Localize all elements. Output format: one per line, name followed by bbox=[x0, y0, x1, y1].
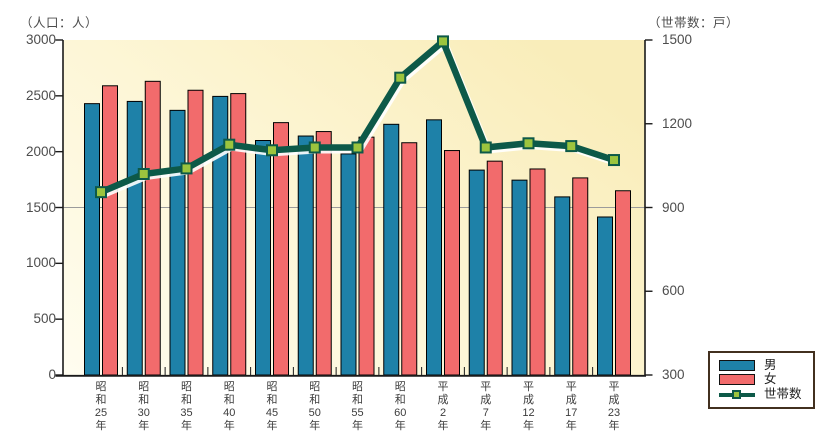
legend-line-marker-icon bbox=[732, 390, 741, 400]
households-marker bbox=[223, 138, 236, 151]
right-axis-title: （世帯数：戸） bbox=[648, 16, 740, 30]
y-left-tick-label: 1000 bbox=[25, 255, 56, 271]
x-label: 昭和 35 年 bbox=[180, 381, 193, 432]
bar-female bbox=[444, 150, 460, 376]
households-marker bbox=[522, 137, 535, 150]
x-label: 昭和 60 年 bbox=[394, 381, 407, 432]
households-marker bbox=[180, 162, 193, 175]
bar-male bbox=[255, 140, 271, 376]
households-marker bbox=[137, 168, 150, 180]
bar-female bbox=[358, 136, 375, 376]
bar-male bbox=[383, 123, 400, 376]
y-left-tick-label: 0 bbox=[48, 367, 56, 382]
households-marker bbox=[308, 141, 321, 154]
households-marker bbox=[95, 186, 107, 199]
bar-female bbox=[230, 93, 247, 376]
y-left-tick-label: 2500 bbox=[25, 87, 56, 103]
x-label: 昭和 40 年 bbox=[223, 381, 236, 432]
legend-male-label: 男 bbox=[764, 357, 777, 372]
x-label: 昭和 25 年 bbox=[94, 381, 108, 432]
legend-row-female: 女 bbox=[719, 373, 804, 386]
y-right-tick-label: 300 bbox=[662, 367, 685, 382]
bar-female bbox=[486, 160, 503, 376]
households-marker bbox=[608, 154, 620, 167]
bar-male bbox=[426, 119, 442, 376]
legend-female-label: 女 bbox=[764, 372, 777, 387]
bar-female bbox=[273, 122, 289, 376]
households-marker bbox=[565, 140, 578, 153]
households-marker bbox=[394, 71, 407, 84]
bar-male bbox=[212, 95, 229, 376]
bar-male bbox=[169, 109, 186, 376]
y-left-tick-label: 2000 bbox=[25, 143, 56, 159]
legend-row-male: 男 bbox=[719, 357, 804, 372]
bar-male bbox=[340, 153, 357, 376]
bar-male bbox=[511, 179, 528, 376]
households-marker bbox=[351, 141, 364, 154]
x-label: 平成 17 年 bbox=[565, 381, 578, 432]
x-label: 昭和 30 年 bbox=[137, 381, 150, 432]
y-right-tick-label: 1200 bbox=[662, 115, 693, 131]
households-marker bbox=[437, 35, 449, 48]
bar-male bbox=[126, 100, 143, 376]
bar-male bbox=[554, 196, 571, 376]
bar-male bbox=[297, 135, 314, 376]
bar-female bbox=[572, 177, 589, 376]
x-label: 昭和 45 年 bbox=[265, 381, 279, 432]
bar-male bbox=[468, 169, 485, 376]
legend-row-households: 世帯数 bbox=[719, 388, 804, 401]
y-right-tick-label: 600 bbox=[662, 283, 685, 299]
bar-female bbox=[102, 85, 118, 376]
y-left-tick-label: 1500 bbox=[25, 199, 56, 215]
x-label: 平成 23 年 bbox=[607, 381, 621, 432]
legend: 男 女 世帯数 bbox=[708, 351, 815, 409]
bar-male bbox=[597, 216, 613, 376]
bar-female bbox=[401, 142, 418, 376]
y-right-tick-label: 900 bbox=[662, 199, 685, 215]
households-marker bbox=[479, 141, 492, 154]
y-left-tick-label: 3000 bbox=[25, 32, 56, 47]
bar-female bbox=[529, 168, 546, 376]
bar-female bbox=[615, 190, 631, 376]
x-label: 昭和 55 年 bbox=[351, 381, 364, 432]
y-left-tick-label: 500 bbox=[33, 311, 56, 327]
legend-female-swatch bbox=[719, 374, 755, 386]
x-label: 平成 12 年 bbox=[522, 381, 535, 432]
bar-female bbox=[187, 89, 204, 376]
legend-households-label: 世帯数 bbox=[764, 387, 802, 402]
legend-households-line-swatch bbox=[719, 389, 755, 400]
bar-male bbox=[84, 103, 100, 376]
legend-male-swatch bbox=[719, 359, 755, 371]
bar-female bbox=[144, 80, 161, 376]
households-marker bbox=[266, 144, 278, 157]
x-label: 昭和 50 年 bbox=[308, 381, 321, 432]
y-right-tick-label: 1500 bbox=[662, 32, 693, 47]
bar-female bbox=[315, 131, 332, 376]
left-axis-title: （人口：人） bbox=[20, 16, 99, 30]
